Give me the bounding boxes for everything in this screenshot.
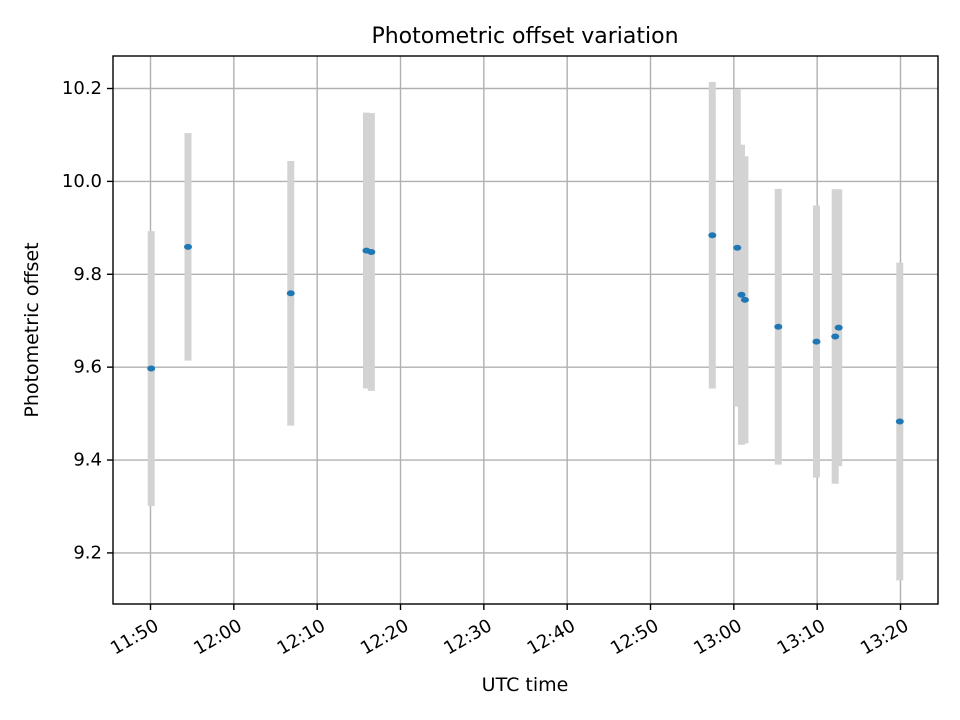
data-point (834, 324, 843, 331)
y-tick-label: 9.2 (73, 542, 102, 563)
data-point (812, 338, 821, 345)
data-point (774, 323, 783, 330)
y-tick-label: 9.4 (73, 450, 102, 471)
data-point (184, 243, 192, 250)
data-point (367, 248, 376, 255)
data-point (286, 290, 295, 297)
y-tick-label: 9.8 (73, 264, 102, 285)
chart-title: Photometric offset variation (371, 24, 678, 49)
y-tick-label: 9.6 (73, 357, 102, 378)
data-points (147, 232, 904, 425)
y-tick-label: 10.0 (62, 171, 102, 192)
data-point (147, 365, 156, 372)
data-point (740, 296, 749, 303)
y-axis-ticks: 9.2 9.4 9.6 9.8 10.0 10.2 (62, 78, 113, 563)
data-point (737, 291, 746, 298)
data-point (895, 418, 904, 425)
y-axis-label: Photometric offset (21, 242, 43, 417)
data-point (831, 333, 840, 340)
plot-frame (112, 55, 939, 605)
data-point (733, 244, 742, 251)
data-point (708, 232, 717, 239)
x-axis-label: UTC time (482, 674, 569, 696)
y-tick-label: 10.2 (62, 78, 102, 99)
